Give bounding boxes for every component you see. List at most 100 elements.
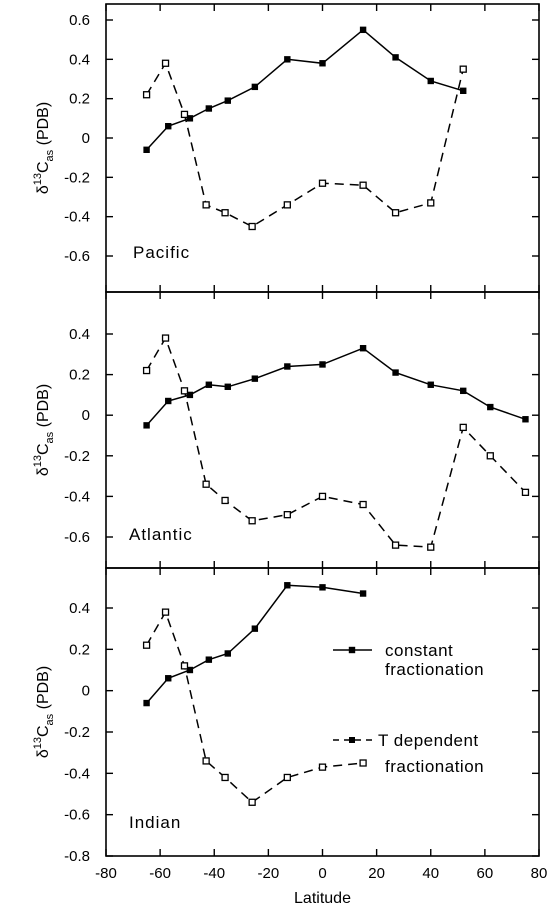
data-point-constant <box>319 60 326 67</box>
series-line-constant <box>146 28 464 151</box>
legend-label-t-dependent: T dependent <box>378 731 479 750</box>
data-point-constant <box>359 590 367 597</box>
data-point-constant <box>427 77 434 85</box>
data-point-t-dependent <box>248 798 256 806</box>
series-line-t-dependent <box>145 336 527 548</box>
data-point-constant <box>284 582 291 589</box>
panel-label: Atlantic <box>129 525 193 544</box>
y-tick-label: -0.6 <box>64 529 90 546</box>
data-point-t-dependent <box>459 65 467 73</box>
series-line-constant <box>146 347 526 426</box>
data-point-t-dependent <box>161 608 170 616</box>
y-tick-label: 0 <box>82 683 90 700</box>
data-point-t-dependent <box>486 452 494 460</box>
legend-label-t-dependent-2: fractionation <box>385 757 484 776</box>
data-point-t-dependent <box>202 480 210 488</box>
legend-label-constant: constant <box>385 641 453 660</box>
data-point-t-dependent <box>318 179 327 187</box>
data-point-constant <box>251 83 259 91</box>
y-tick-label: 0 <box>82 407 90 424</box>
data-point-constant <box>359 26 367 34</box>
y-tick-label: -0.2 <box>64 724 90 741</box>
data-point-t-dependent <box>521 488 530 496</box>
y-axis-label: δ13Cas (PDB) <box>32 666 56 758</box>
data-point-constant <box>284 363 291 370</box>
data-point-constant <box>487 403 494 411</box>
y-tick-label: 0 <box>82 130 90 147</box>
data-point-t-dependent <box>221 773 229 782</box>
x-tick-label: 40 <box>422 865 439 882</box>
x-tick-label: 20 <box>368 865 385 882</box>
x-tick-label: 0 <box>318 865 326 882</box>
data-point-constant <box>143 422 150 429</box>
data-point-constant <box>165 397 172 405</box>
data-point-t-dependent <box>248 222 256 231</box>
y-tick-label: 0.4 <box>69 326 90 343</box>
y-tick-label: 0.2 <box>69 91 90 108</box>
data-point-constant <box>224 97 231 104</box>
data-point-t-dependent <box>359 500 367 509</box>
data-point-t-dependent <box>359 759 367 767</box>
data-point-constant <box>165 123 172 130</box>
data-point-constant <box>224 650 231 657</box>
data-point-constant <box>143 699 150 707</box>
series-line-t-dependent <box>145 61 464 228</box>
panel-label: Pacific <box>133 243 190 262</box>
y-axis-label: δ13Cas (PDB) <box>32 102 56 194</box>
data-point-t-dependent <box>283 773 291 782</box>
panel-atlantic: 0.4 0.2 0 -0.2 -0.4 -0.6 δ13Cas (PDB) Atlantic <box>32 291 540 569</box>
data-point-t-dependent <box>142 366 151 375</box>
data-point-t-dependent <box>318 763 327 771</box>
data-point-constant <box>284 56 291 63</box>
data-point-constant <box>143 146 150 153</box>
data-point-constant <box>186 115 194 122</box>
data-point-constant <box>251 375 259 382</box>
data-point-t-dependent <box>161 334 170 342</box>
x-tick-label: 80 <box>531 865 548 882</box>
data-point-t-dependent <box>427 543 435 551</box>
data-point-constant <box>165 675 172 682</box>
data-point-constant <box>205 656 213 663</box>
y-tick-label: -0.8 <box>64 848 90 865</box>
panel-label: Indian <box>129 813 181 832</box>
data-point-constant <box>460 87 467 94</box>
x-tick-label: -60 <box>149 865 171 882</box>
y-tick-label: 0.4 <box>69 51 90 68</box>
legend-marker-t-dependent <box>349 737 355 743</box>
y-axis-label: δ13Cas (PDB) <box>32 384 56 476</box>
legend-label-constant-2: fractionation <box>385 660 484 679</box>
panel-indian: 0.4 0.2 0 -0.2 -0.4 -0.6 -0.8 δ13Cas (PDB) India… <box>32 567 540 865</box>
data-point-t-dependent <box>221 209 229 217</box>
legend-marker-constant <box>348 646 356 654</box>
data-point-t-dependent <box>318 492 327 501</box>
y-tick-label: -0.4 <box>64 488 90 505</box>
y-tick-label: -0.6 <box>64 807 90 824</box>
data-point-t-dependent <box>283 201 291 209</box>
data-point-t-dependent <box>202 757 210 765</box>
y-tick-label: 0.2 <box>69 367 90 384</box>
data-point-t-dependent <box>180 110 189 119</box>
data-point-t-dependent <box>459 423 467 432</box>
x-tick-label: -40 <box>203 865 225 882</box>
panel-pacific: 0.6 0.4 0.2 0 -0.2 -0.4 -0.6 δ13Cas (PDB) Pacifi… <box>32 3 540 293</box>
data-point-t-dependent <box>142 91 151 99</box>
series-line-constant <box>146 584 364 704</box>
y-tick-label: 0.6 <box>69 12 90 29</box>
x-tick-label: -20 <box>258 865 280 882</box>
data-point-t-dependent <box>283 511 291 519</box>
data-point-constant <box>186 666 194 674</box>
x-tick-label: 60 <box>477 865 494 882</box>
data-point-t-dependent <box>161 59 170 67</box>
data-point-constant <box>224 383 231 390</box>
data-point-constant <box>205 381 213 388</box>
data-point-t-dependent <box>221 496 229 505</box>
data-point-constant <box>359 345 367 352</box>
series-line-t-dependent <box>145 610 364 804</box>
data-point-t-dependent <box>248 517 256 525</box>
data-point-t-dependent <box>391 541 400 549</box>
data-point-constant <box>186 391 194 399</box>
y-tick-label: -0.6 <box>64 248 90 265</box>
data-point-constant <box>205 105 213 112</box>
